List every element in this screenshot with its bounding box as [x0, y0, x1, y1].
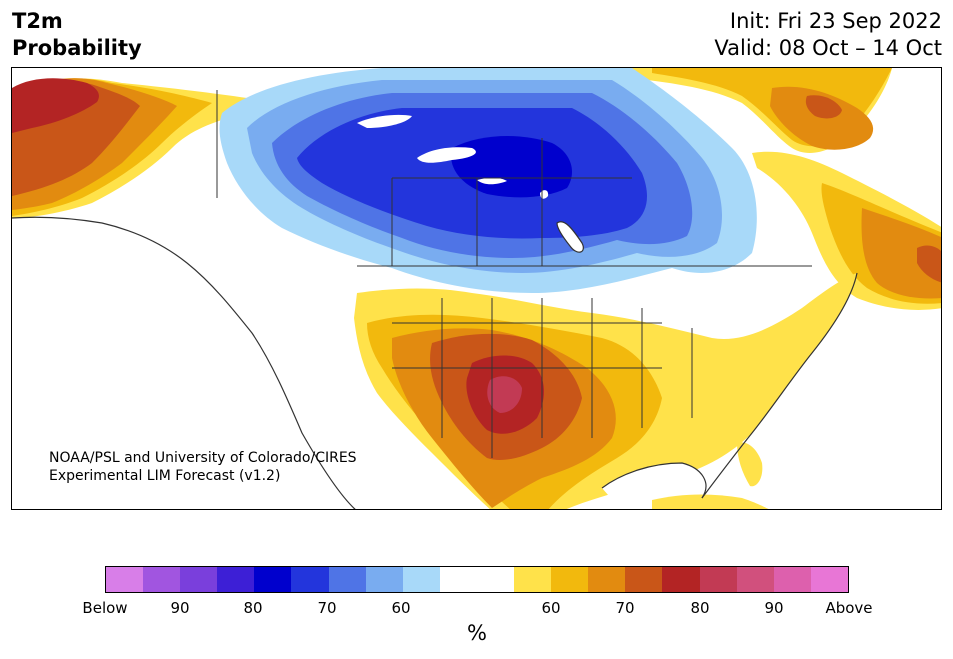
colorbar-swatch — [143, 567, 181, 592]
political-borders — [216, 90, 812, 458]
valid-range: Valid: 08 Oct – 14 Oct — [714, 36, 942, 60]
colorbar-tick-labels: Below 90 80 70 60 60 70 80 90 Above — [0, 599, 953, 619]
title-variable: T2m — [12, 9, 63, 33]
colorbar-swatch — [217, 567, 255, 592]
labrador-warm-75 — [917, 245, 941, 283]
probability-map: NOAA/PSL and University of Colorado/CIRE… — [11, 67, 942, 510]
colorbar-swatch — [106, 567, 144, 592]
forecast-dates: Init: Fri 23 Sep 2022 Valid: 08 Oct – 14… — [714, 8, 942, 62]
title-quantity: Probability — [12, 36, 142, 60]
credit-line-1: NOAA/PSL and University of Colorado/CIRE… — [49, 450, 357, 466]
probability-colorbar — [105, 566, 849, 593]
colorbar-swatch — [514, 567, 552, 592]
colorbar-swatch — [328, 567, 366, 592]
colorbar-tick-label: 80 — [690, 599, 710, 617]
colorbar-swatch — [180, 567, 218, 592]
cuba — [652, 494, 769, 509]
map-title: T2m Probability — [12, 8, 142, 62]
colorbar-swatch — [810, 567, 848, 592]
us-warm-85 — [487, 376, 522, 413]
colorbar-swatch — [736, 567, 774, 592]
coastlines — [12, 216, 858, 509]
colorbar-tick-label: 90 — [170, 599, 190, 617]
atlantic-coast — [701, 272, 858, 499]
greenland-warm-70 — [770, 86, 874, 150]
colorbar-tick-label: 70 — [615, 599, 635, 617]
colorbar-swatch — [551, 567, 589, 592]
colorbar-tick-label: 80 — [243, 599, 263, 617]
colorbar-swatch — [365, 567, 403, 592]
greenland-warm-75 — [805, 95, 842, 119]
colorbar-swatch — [662, 567, 700, 592]
colorbar-swatch — [254, 567, 292, 592]
map-canvas — [12, 68, 941, 509]
pacific-ocean — [12, 217, 355, 509]
colorbar-tick-label: 70 — [317, 599, 337, 617]
colorbar-tick-label: 60 — [391, 599, 411, 617]
credit-line-2: Experimental LIM Forecast (v1.2) — [49, 468, 281, 484]
great-bear-lake — [417, 147, 476, 163]
colorbar-swatch — [625, 567, 663, 592]
colorbar-tick-label: Below — [82, 599, 128, 617]
colorbar-unit-label: % — [467, 621, 487, 645]
colorbar-swatch — [699, 567, 737, 592]
colorbar-swatch — [476, 567, 515, 592]
colorbar-swatch — [291, 567, 329, 592]
florida — [737, 442, 763, 487]
colorbar-tick-label: 60 — [541, 599, 561, 617]
lake-winnipeg — [557, 221, 584, 253]
colorbar-swatch — [773, 567, 811, 592]
colorbar-tick-label: 90 — [764, 599, 784, 617]
colorbar-swatch — [588, 567, 626, 592]
alaska-warm-80 — [12, 78, 99, 133]
init-date: Init: Fri 23 Sep 2022 — [729, 9, 942, 33]
great-slave-lake — [477, 177, 507, 185]
east-canada-warm-70 — [861, 208, 941, 299]
colorbar-tick-label: Above — [825, 599, 873, 617]
colorbar-swatch — [439, 567, 477, 592]
colorbar-swatch — [402, 567, 440, 592]
pacific-coast — [12, 216, 356, 509]
arctic-island-gap — [357, 114, 412, 128]
lake-winnipeg-shore — [556, 221, 584, 253]
gulf-coast — [601, 462, 707, 499]
data-credit: NOAA/PSL and University of Colorado/CIRE… — [49, 449, 357, 485]
